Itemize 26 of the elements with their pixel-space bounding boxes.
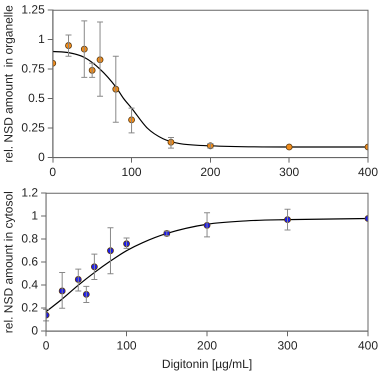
y-tick-label: 0.25 <box>21 120 46 134</box>
y-axis-title: rel. NSD amount in organelle <box>2 4 16 163</box>
y-tick-label: 1.25 <box>21 2 46 17</box>
x-tick-label: 100 <box>116 338 137 353</box>
point <box>286 144 293 150</box>
x-axis-title: Digitonin [µg/mL] <box>162 357 252 372</box>
x-tick-label: 200 <box>200 165 221 180</box>
y-tick-label: 0.4 <box>21 278 38 292</box>
x-tick-label: 400 <box>358 165 378 180</box>
x-tick-label: 0 <box>49 165 56 180</box>
y-tick-label: 0.2 <box>21 300 38 315</box>
x-tick-label: 100 <box>122 165 142 180</box>
x-tick-label: 300 <box>278 338 298 353</box>
y-tick-label: 0.6 <box>21 254 38 269</box>
y-tick-label: 1.2 <box>21 186 38 200</box>
y-tick-label: 0.8 <box>21 232 38 246</box>
y-tick-label: 1 <box>31 208 38 223</box>
y-tick-label: 0 <box>31 324 38 338</box>
y-tick-label: 1 <box>38 32 46 46</box>
y-tick-label: 0 <box>38 150 46 164</box>
y-axis-title: rel. NSD amount in cytosol <box>2 191 16 334</box>
x-tick-label: 200 <box>197 338 218 353</box>
y-tick-label: 0.5 <box>28 90 46 105</box>
x-tick-label: 400 <box>358 338 378 353</box>
x-tick-label: 300 <box>279 165 300 180</box>
y-tick-label: 0.75 <box>21 61 46 76</box>
